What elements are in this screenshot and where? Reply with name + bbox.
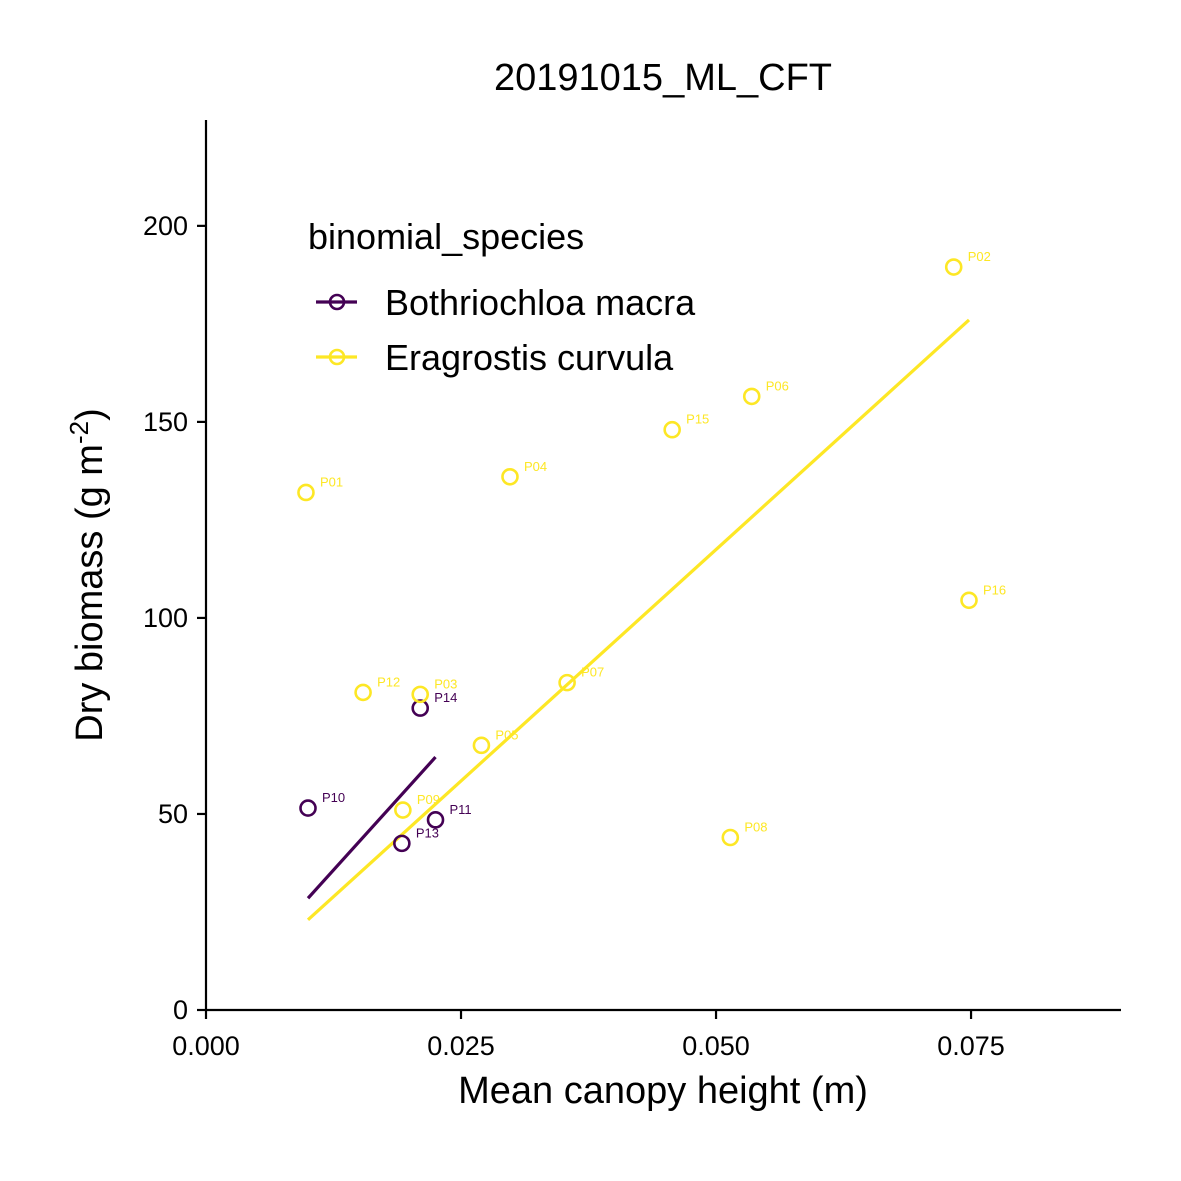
point-label: P03 [434,676,457,691]
point-label: P15 [686,412,709,427]
x-tick-label: 0.000 [172,1031,240,1061]
y-axis-title-main: Dry biomass (g m [69,444,111,742]
fit-line [306,756,437,900]
y-ticks: 0 50 100 150 200 [143,211,206,1025]
legend-key-point [328,348,346,366]
point-label: P16 [983,582,1006,597]
x-ticks: 0.000 0.025 0.050 0.075 [172,1010,1005,1061]
data-point [299,799,317,817]
point-label: P08 [744,819,767,834]
data-point [944,258,963,276]
data-point [354,683,372,702]
point-label: P13 [416,825,439,840]
y-axis-title-close: ) [69,408,111,421]
y-tick-label: 150 [143,407,188,437]
point-label: P10 [322,790,345,805]
legend-entries: Bothriochloa macra Eragrostis curvula [316,282,696,378]
legend-label: Bothriochloa macra [385,282,696,323]
data-point [426,811,445,829]
point-label: P14 [434,690,457,705]
axes [204,120,1121,1012]
data-point [501,467,519,486]
legend-title: binomial_species [308,216,584,257]
point-label: P05 [495,727,518,742]
x-tick-label: 0.050 [682,1031,750,1061]
legend: binomial_species Bothriochloa macra Eragr… [308,216,696,378]
x-tick-label: 0.025 [427,1031,495,1061]
y-tick-label: 200 [143,211,188,241]
data-point [297,483,315,502]
point-label: P09 [417,792,440,807]
point-label: P06 [766,378,789,393]
y-axis-title-sup: -2 [64,421,94,444]
data-point [558,673,576,692]
point-label: P04 [524,459,547,474]
data-point [663,420,681,439]
point-label: P02 [968,249,991,264]
data-point [960,591,978,610]
data-point [393,834,411,853]
data-point [721,828,740,847]
fit-lines [306,318,971,922]
y-tick-label: 0 [173,995,188,1025]
data-point [472,736,491,755]
y-tick-label: 50 [158,799,188,829]
y-axis-title: Dry biomass (g m-2) [64,408,111,742]
point-label: P07 [581,665,604,680]
fit-line [306,318,971,922]
y-tick-label: 100 [143,603,188,633]
data-points [297,258,978,853]
x-tick-label: 0.075 [937,1031,1005,1061]
point-labels: P10 P13 P11 P14 P01 P02 P03 P04 P05 P06 P07 P08 P09 P… [320,249,1006,840]
data-point [411,685,430,704]
chart-title: 20191015_ML_CFT [494,57,832,99]
data-point [742,387,761,406]
data-point [394,801,412,819]
point-label: P12 [377,674,400,689]
x-axis-title: Mean canopy height (m) [458,1070,868,1112]
point-label: P01 [320,474,343,489]
legend-label: Eragrostis curvula [385,337,674,378]
point-label: P11 [450,802,472,817]
legend-key-point [328,293,346,311]
